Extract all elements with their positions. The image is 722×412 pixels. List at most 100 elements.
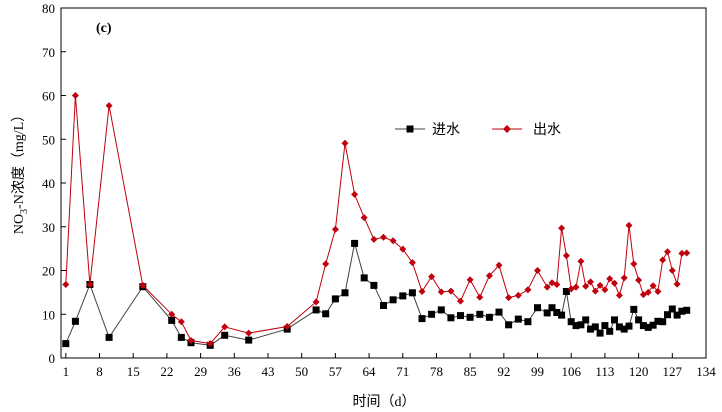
y-tick-label: 10 (42, 307, 55, 322)
data-point-inflow (630, 305, 638, 313)
x-tick-label: 29 (194, 364, 207, 379)
series-line-1 (65, 95, 687, 345)
legend-label-inflow: 进水 (432, 122, 460, 138)
data-point-outflow (601, 286, 609, 294)
data-point-inflow (505, 321, 513, 329)
data-point-outflow (437, 288, 445, 296)
data-point-outflow (322, 260, 330, 268)
data-point-outflow (283, 323, 291, 330)
data-point-inflow (606, 327, 614, 335)
panel-label: (c) (96, 21, 112, 36)
y-tick-label: 80 (42, 1, 55, 16)
x-tick-label: 1 (63, 364, 70, 379)
x-tick-label: 92 (497, 364, 510, 379)
data-point-inflow (447, 314, 455, 322)
data-point-outflow (86, 281, 94, 288)
data-point-outflow (572, 283, 580, 291)
data-point-inflow (601, 322, 609, 330)
data-point-outflow (495, 261, 503, 269)
y-tick-label: 60 (42, 89, 55, 104)
data-point-outflow (370, 235, 378, 243)
data-point-outflow (644, 288, 652, 296)
data-point-outflow (683, 249, 691, 257)
data-point-inflow (534, 304, 541, 312)
data-point-outflow (591, 287, 599, 295)
data-point-inflow (548, 304, 556, 312)
data-point-inflow (659, 318, 667, 326)
data-point-inflow (683, 306, 691, 314)
x-tick-label: 15 (127, 364, 140, 379)
data-point-inflow (611, 316, 618, 324)
data-point-inflow (495, 308, 503, 316)
data-point-inflow (524, 318, 532, 326)
data-point-inflow (591, 323, 599, 331)
data-point-inflow (389, 296, 397, 304)
y-tick-label: 40 (42, 176, 55, 191)
data-point-outflow (105, 102, 113, 110)
data-point-inflow (62, 340, 70, 348)
y-tick-label: 70 (42, 45, 55, 60)
data-point-inflow (331, 295, 339, 303)
data-point-outflow (408, 259, 416, 267)
y-axis-title-sub: 3 (19, 209, 30, 214)
data-point-inflow (245, 336, 253, 344)
data-point-inflow (649, 321, 657, 329)
data-point-inflow (221, 331, 229, 339)
data-point-inflow (562, 288, 570, 295)
data-point-inflow (567, 318, 575, 326)
data-point-inflow (572, 322, 580, 330)
data-point-outflow (553, 281, 561, 288)
data-point-inflow (678, 307, 686, 315)
data-point-outflow (139, 281, 147, 289)
data-point-inflow (466, 313, 474, 321)
x-tick-label: 120 (629, 364, 649, 379)
legend-marker-inflow (406, 125, 414, 133)
y-tick-label: 0 (49, 351, 56, 366)
y-axis-title-rest: -N浓度（mg/L） (11, 108, 27, 209)
data-point-outflow (534, 267, 541, 274)
data-point-outflow (524, 286, 532, 294)
data-point-outflow (428, 273, 436, 281)
x-tick-label: 106 (561, 364, 581, 379)
data-point-outflow (611, 279, 618, 287)
data-point-outflow (620, 274, 628, 282)
data-point-outflow (668, 267, 676, 274)
data-point-outflow (664, 248, 671, 256)
data-point-inflow (399, 292, 407, 300)
data-point-outflow (466, 276, 474, 284)
legend: 进水 出水 (395, 122, 561, 138)
x-tick-label: 127 (663, 364, 683, 379)
data-point-inflow (457, 312, 464, 320)
data-point-outflow (399, 245, 407, 253)
data-point-outflow (673, 280, 681, 288)
data-point-inflow (177, 333, 185, 341)
data-point-outflow (221, 323, 229, 331)
data-point-inflow (635, 316, 643, 324)
data-point-outflow (630, 260, 638, 268)
data-point-inflow (664, 311, 671, 319)
y-axis-title-main: NO (12, 214, 27, 234)
data-point-inflow (615, 323, 623, 331)
x-tick-label: 36 (228, 364, 242, 379)
data-point-outflow (562, 252, 570, 260)
data-point-outflow (62, 281, 70, 288)
data-point-inflow (476, 310, 484, 318)
data-point-inflow (341, 289, 349, 297)
data-point-outflow (485, 272, 493, 280)
x-tick-label: 64 (363, 364, 377, 379)
data-point-inflow (620, 325, 628, 333)
x-tick-label: 8 (96, 364, 103, 379)
data-point-outflow (615, 291, 623, 299)
data-point-outflow (245, 329, 253, 337)
data-point-inflow (644, 323, 652, 331)
data-point-outflow (635, 276, 643, 284)
data-point-outflow (476, 293, 484, 301)
data-point-inflow (370, 281, 378, 289)
data-point-outflow (596, 281, 604, 289)
data-point-inflow (596, 329, 604, 337)
x-tick-label: 85 (464, 364, 477, 379)
data-point-inflow (639, 322, 647, 330)
data-point-inflow (360, 274, 368, 282)
x-tick-label: 71 (396, 364, 409, 379)
data-point-outflow (71, 92, 79, 99)
